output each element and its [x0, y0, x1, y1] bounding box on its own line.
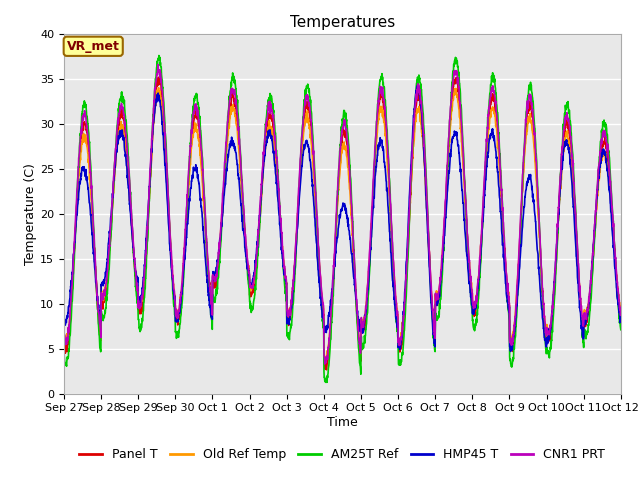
Old Ref Temp: [322, 358, 330, 363]
AM25T Ref: [371, 149, 379, 155]
CNR1 PRT: [617, 307, 625, 312]
Line: AM25T Ref: AM25T Ref: [64, 56, 621, 383]
CNR1 PRT: [60, 334, 68, 339]
Panel T: [323, 367, 330, 372]
Panel T: [617, 314, 625, 320]
HMP45 T: [507, 348, 515, 354]
AM25T Ref: [216, 258, 223, 264]
CNR1 PRT: [371, 144, 379, 149]
Old Ref Temp: [216, 247, 223, 252]
Panel T: [60, 336, 68, 342]
CNR1 PRT: [154, 62, 162, 68]
CNR1 PRT: [359, 320, 367, 326]
Text: VR_met: VR_met: [67, 40, 120, 53]
Line: Old Ref Temp: Old Ref Temp: [64, 88, 621, 360]
Old Ref Temp: [359, 320, 367, 326]
Legend: Panel T, Old Ref Temp, AM25T Ref, HMP45 T, CNR1 PRT: Panel T, Old Ref Temp, AM25T Ref, HMP45 …: [74, 443, 611, 466]
Y-axis label: Temperature (C): Temperature (C): [24, 163, 37, 264]
AM25T Ref: [584, 329, 591, 335]
Old Ref Temp: [155, 85, 163, 91]
Panel T: [568, 160, 576, 166]
Old Ref Temp: [371, 159, 379, 165]
HMP45 T: [617, 315, 625, 321]
HMP45 T: [568, 181, 576, 187]
HMP45 T: [504, 306, 512, 312]
AM25T Ref: [617, 327, 625, 333]
Title: Temperatures: Temperatures: [290, 15, 395, 30]
HMP45 T: [584, 313, 591, 319]
X-axis label: Time: Time: [327, 416, 358, 429]
CNR1 PRT: [216, 245, 223, 251]
CNR1 PRT: [568, 151, 576, 157]
Panel T: [505, 300, 513, 305]
HMP45 T: [60, 317, 68, 323]
HMP45 T: [216, 249, 223, 254]
Panel T: [371, 150, 379, 156]
HMP45 T: [371, 186, 378, 192]
AM25T Ref: [322, 380, 330, 385]
Panel T: [359, 327, 367, 333]
AM25T Ref: [568, 143, 576, 149]
AM25T Ref: [505, 309, 513, 314]
Line: HMP45 T: HMP45 T: [64, 85, 621, 351]
CNR1 PRT: [584, 306, 591, 312]
AM25T Ref: [359, 343, 367, 348]
CNR1 PRT: [321, 361, 328, 367]
Old Ref Temp: [568, 167, 576, 172]
Old Ref Temp: [60, 335, 68, 341]
Panel T: [216, 250, 223, 256]
CNR1 PRT: [505, 297, 513, 302]
Old Ref Temp: [584, 306, 591, 312]
HMP45 T: [358, 330, 366, 336]
Old Ref Temp: [505, 289, 513, 295]
Panel T: [155, 74, 163, 80]
Line: CNR1 PRT: CNR1 PRT: [64, 65, 621, 364]
Line: Panel T: Panel T: [64, 77, 621, 370]
HMP45 T: [414, 82, 422, 88]
AM25T Ref: [155, 53, 163, 59]
Panel T: [584, 313, 591, 319]
Old Ref Temp: [617, 309, 625, 314]
AM25T Ref: [60, 349, 68, 355]
